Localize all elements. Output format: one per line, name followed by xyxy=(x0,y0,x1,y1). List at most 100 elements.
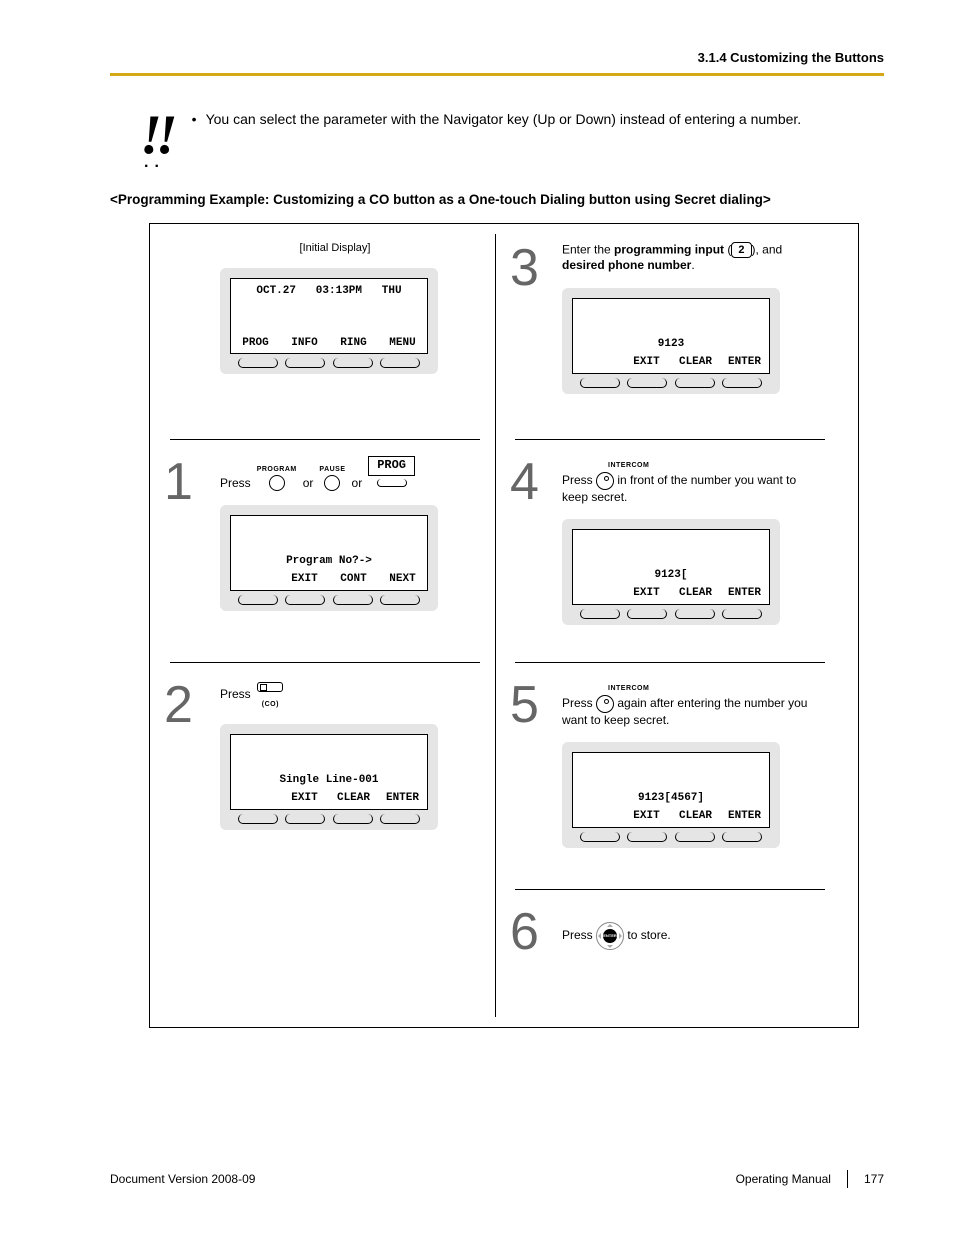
step-2: 2 Press (CO) Single Line-001 EXIT CLEAR … xyxy=(164,679,474,830)
section-title: 3.1.4 Customizing the Buttons xyxy=(110,50,884,65)
step-separator xyxy=(170,439,480,440)
intercom-button-icon[interactable] xyxy=(596,695,614,713)
softkey-button[interactable] xyxy=(380,358,420,368)
softlabel xyxy=(231,791,280,805)
softkeys-row xyxy=(572,609,770,619)
step-3-body: Enter the programming input (2), and des… xyxy=(510,242,820,394)
screen-mid: 9123 xyxy=(573,337,769,351)
softlabel: ENTER xyxy=(720,809,769,823)
softlabel: RING xyxy=(329,337,378,349)
softkey-button[interactable] xyxy=(580,832,620,842)
softlabel: EXIT xyxy=(280,572,329,586)
softkey-button[interactable] xyxy=(238,595,278,605)
softkey-button[interactable] xyxy=(238,358,278,368)
softlabel: EXIT xyxy=(622,809,671,823)
step-number: 6 xyxy=(510,906,539,958)
softlabel: CONT xyxy=(329,572,378,586)
phone-display-step3: 9123 EXIT CLEAR ENTER xyxy=(562,288,780,394)
step-number: 4 xyxy=(510,456,539,508)
prog-softkey: PROG xyxy=(368,456,415,476)
intercom-label: INTERCOM xyxy=(608,685,649,692)
softkey-button[interactable] xyxy=(675,832,715,842)
manual-name: Operating Manual xyxy=(736,1172,831,1186)
softkey-button[interactable] xyxy=(722,609,762,619)
softlabel: EXIT xyxy=(622,355,671,369)
softlabel: MENU xyxy=(378,337,427,349)
screen-softlabels: EXIT CLEAR ENTER xyxy=(573,586,769,600)
softkey-button[interactable] xyxy=(627,609,667,619)
step-separator xyxy=(515,439,825,440)
header-rule xyxy=(110,73,884,76)
text: Press xyxy=(562,696,596,710)
softlabel xyxy=(573,809,622,823)
softlabel: CLEAR xyxy=(671,586,720,600)
softkey-button[interactable] xyxy=(580,609,620,619)
softkeys-row xyxy=(572,378,770,388)
softkey-button[interactable] xyxy=(380,814,420,824)
enter-label: ENTER xyxy=(603,929,617,943)
phone-screen: OCT.27 03:13PM THU PROG INFO RING MENU xyxy=(230,278,428,354)
intercom-button-icon[interactable] xyxy=(596,472,614,490)
text: Press xyxy=(562,928,596,942)
softkey-button[interactable] xyxy=(675,378,715,388)
step-6-body: Press ENTER to store. xyxy=(510,906,820,950)
phone-screen: Single Line-001 EXIT CLEAR ENTER xyxy=(230,734,428,810)
step-separator xyxy=(515,662,825,663)
screen-mid: Program No?-> xyxy=(231,554,427,568)
step-1: 1 Press PROGRAM or PAUSE or PROG xyxy=(164,456,474,611)
press-text: Press xyxy=(220,476,251,492)
softkey-button[interactable] xyxy=(333,814,373,824)
enter-navigator-icon[interactable]: ENTER xyxy=(596,922,624,950)
pause-button-icon[interactable] xyxy=(324,475,340,491)
phone-screen: 9123[ EXIT CLEAR ENTER xyxy=(572,529,770,605)
phone-screen: 9123[4567] EXIT CLEAR ENTER xyxy=(572,752,770,828)
page-number: 177 xyxy=(864,1172,884,1186)
softkey-button[interactable] xyxy=(333,358,373,368)
softkey-button[interactable] xyxy=(627,378,667,388)
screen-mid: 9123[4567] xyxy=(573,791,769,805)
text: ( xyxy=(724,242,731,256)
softkey-button[interactable] xyxy=(722,378,762,388)
step-5: 5 INTERCOM Press again after entering th… xyxy=(510,679,820,848)
softlabel: CLEAR xyxy=(671,355,720,369)
phone-display-step2: Single Line-001 EXIT CLEAR ENTER xyxy=(220,724,438,830)
softkey-button[interactable] xyxy=(285,358,325,368)
softkey-button[interactable] xyxy=(580,378,620,388)
softlabel: INFO xyxy=(280,337,329,349)
key-2-icon[interactable]: 2 xyxy=(731,242,751,258)
phone-display-initial: OCT.27 03:13PM THU PROG INFO RING MENU xyxy=(220,268,438,374)
softkey-icon[interactable] xyxy=(377,479,407,487)
initial-display-block: [Initial Display] OCT.27 03:13PM THU PRO… xyxy=(200,242,470,374)
text: ), and xyxy=(752,242,783,256)
diagram-frame: [Initial Display] OCT.27 03:13PM THU PRO… xyxy=(149,223,859,1028)
phone-display-step4: 9123[ EXIT CLEAR ENTER xyxy=(562,519,780,625)
softkeys-row xyxy=(230,595,428,605)
step-number: 2 xyxy=(164,679,193,731)
softkey-button[interactable] xyxy=(675,609,715,619)
press-text: Press xyxy=(220,687,251,701)
step-separator xyxy=(170,662,480,663)
softkey-button[interactable] xyxy=(722,832,762,842)
softlabel: ENTER xyxy=(720,586,769,600)
screen-mid: Single Line-001 xyxy=(231,773,427,787)
softlabel xyxy=(573,355,622,369)
softkey-button[interactable] xyxy=(285,814,325,824)
softlabel: CLEAR xyxy=(329,791,378,805)
co-key-icon[interactable] xyxy=(257,682,283,692)
softkey-button[interactable] xyxy=(333,595,373,605)
exclamation-icon: !! .. xyxy=(140,110,172,172)
page-header: 3.1.4 Customizing the Buttons xyxy=(110,50,884,76)
screen-softlabels: EXIT CLEAR ENTER xyxy=(573,809,769,823)
program-label: PROGRAM xyxy=(257,466,297,473)
column-divider xyxy=(495,234,496,1017)
screen-softlabels: PROG INFO RING MENU xyxy=(231,337,427,349)
softkey-button[interactable] xyxy=(285,595,325,605)
step-number: 1 xyxy=(164,456,193,508)
note-text: •You can select the parameter with the N… xyxy=(192,110,884,129)
softkey-button[interactable] xyxy=(380,595,420,605)
softkey-button[interactable] xyxy=(627,832,667,842)
phone-screen: Program No?-> EXIT CONT NEXT xyxy=(230,515,428,591)
program-button-icon[interactable] xyxy=(269,475,285,491)
text: Enter the xyxy=(562,242,614,256)
softkey-button[interactable] xyxy=(238,814,278,824)
